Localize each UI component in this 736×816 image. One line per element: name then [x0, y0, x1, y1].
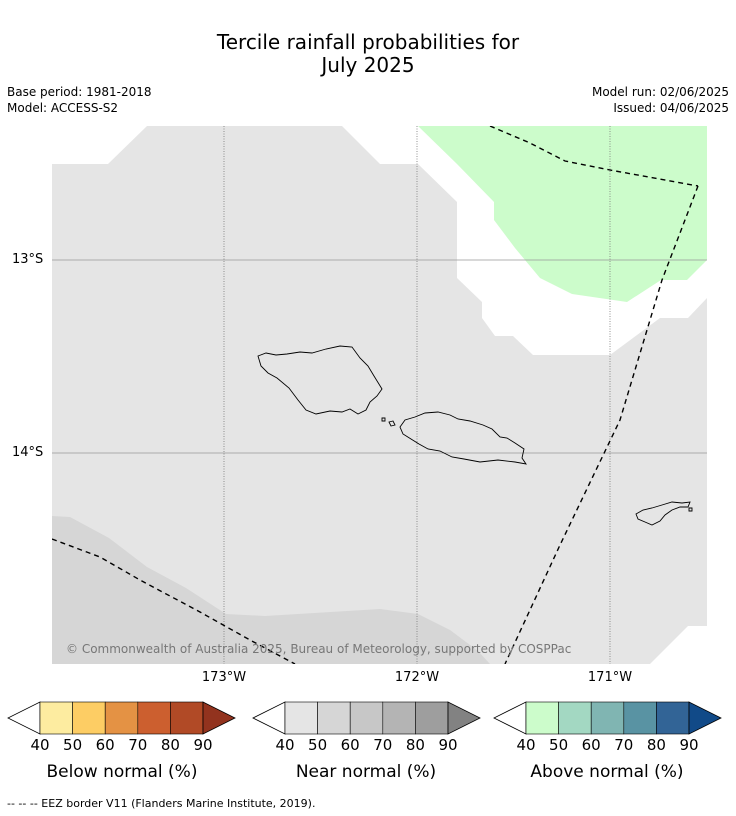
colorbar-extend-low — [7, 701, 41, 735]
tutuila-island — [635, 501, 691, 526]
colorbar-tick-label: 60 — [95, 736, 115, 754]
colorbar-segment — [104, 701, 139, 735]
colorbar-below-normal — [7, 701, 236, 735]
above-normal-region — [418, 126, 707, 302]
colorbar-segment — [382, 701, 416, 735]
lat-label-13s: 13°S — [12, 252, 44, 267]
copyright-text: © Commonwealth of Australia 2025, Bureau… — [66, 642, 571, 656]
colorbar-tick-label: 50 — [549, 736, 569, 754]
colorbar-segment — [349, 701, 384, 735]
colorbar-segment — [284, 701, 318, 735]
colorbar-tick-label: 40 — [275, 736, 295, 754]
colorbar-tick-label: 40 — [30, 736, 50, 754]
colorbar-extend-high — [202, 701, 236, 735]
colorbar-segment — [623, 701, 657, 735]
colorbar-segment — [415, 701, 449, 735]
lon-label-172w: 172°W — [394, 670, 440, 685]
manono-islet — [388, 420, 396, 427]
colorbar-tick-label: 60 — [581, 736, 601, 754]
colorbar-segment — [317, 701, 351, 735]
colorbar-title-near: Near normal (%) — [295, 762, 437, 782]
colorbar-segment — [590, 701, 625, 735]
near-normal-strong-region — [52, 516, 490, 664]
colorbar-tick-label: 70 — [614, 736, 634, 754]
eez-borders — [52, 126, 699, 664]
colorbar-segment — [656, 701, 690, 735]
colorbar-segment — [558, 701, 592, 735]
lon-label-171w: 171°W — [587, 670, 633, 685]
colorbar-above-normal — [493, 701, 722, 735]
base-period: Base period: 1981-2018 — [7, 85, 152, 99]
model-name: Model: ACCESS-S2 — [7, 101, 119, 115]
model-run: Model run: 02/06/2025 — [591, 85, 729, 99]
meta-right: Model run: 02/06/2025 Issued: 04/06/2025 — [592, 84, 729, 116]
eez-border-north — [489, 126, 699, 187]
eez-border-east — [504, 185, 699, 664]
probability-field — [52, 126, 707, 664]
colorbar-tick-label: 80 — [405, 736, 425, 754]
colorbar-tick-label: 40 — [516, 736, 536, 754]
aunuu-islet — [688, 507, 693, 512]
issued-date: Issued: 04/06/2025 — [613, 101, 729, 115]
lon-label-173w: 173°W — [201, 670, 247, 685]
chart-title: Tercile rainfall probabilities for July … — [0, 31, 736, 77]
colorbar-tick-label: 70 — [128, 736, 148, 754]
eez-legend-footer: -- -- -- EEZ border V11 (Flanders Marine… — [7, 797, 316, 810]
colorbar-extend-low — [252, 701, 286, 735]
title-line-1: Tercile rainfall probabilities for — [216, 30, 520, 54]
colorbar-tick-label: 90 — [679, 736, 699, 754]
colorbar-segment — [39, 701, 73, 735]
colorbar-tick-label: 60 — [340, 736, 360, 754]
graticule — [52, 126, 707, 664]
upolu-island — [399, 411, 527, 465]
savaii-island — [257, 345, 383, 415]
colorbar-tick-label: 50 — [308, 736, 328, 754]
colorbar-tick-label: 80 — [160, 736, 180, 754]
colorbar-extend-high — [688, 701, 722, 735]
colorbar-near-normal — [252, 701, 481, 735]
colorbar-title-below: Below normal (%) — [46, 762, 198, 782]
colorbar-title-above: Above normal (%) — [530, 762, 684, 782]
colorbar-tick-label: 70 — [373, 736, 393, 754]
meta-left: Base period: 1981-2018 Model: ACCESS-S2 — [7, 84, 152, 116]
title-line-2: July 2025 — [321, 53, 415, 77]
colorbar-segment — [170, 701, 204, 735]
colorbar-tick-label: 80 — [646, 736, 666, 754]
colorbar-tick-label: 90 — [438, 736, 458, 754]
colorbars — [7, 701, 722, 735]
colorbar-extend-high — [447, 701, 481, 735]
colorbar-segment — [137, 701, 171, 735]
colorbar-extend-low — [493, 701, 527, 735]
lat-label-14s: 14°S — [12, 445, 44, 460]
colorbar-segment — [525, 701, 559, 735]
colorbar-tick-label: 50 — [63, 736, 83, 754]
near-normal-region — [52, 126, 707, 664]
colorbar-segment — [72, 701, 106, 735]
apolima-islet — [381, 417, 386, 422]
coastlines — [257, 345, 693, 526]
colorbar-tick-label: 90 — [193, 736, 213, 754]
